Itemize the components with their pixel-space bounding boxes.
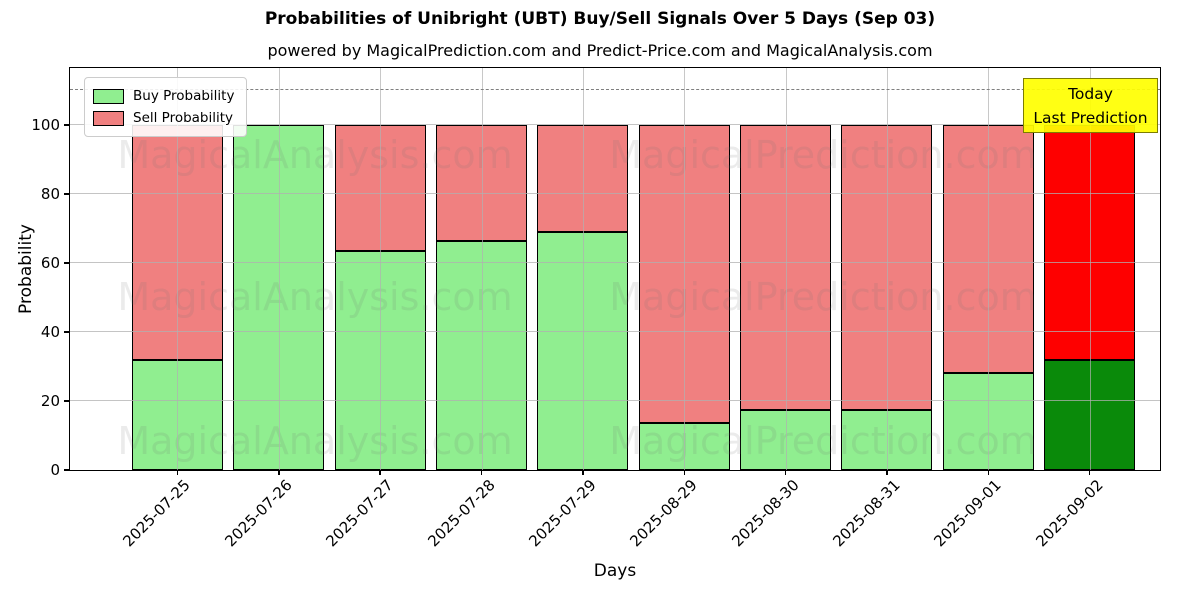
- watermark-magicalanalysis: MagicalAnalysis.com: [117, 419, 513, 463]
- x-gridline: [684, 68, 686, 470]
- reference-dashed-line: [70, 89, 1160, 91]
- x-tick-label: 2025-07-25: [120, 476, 268, 550]
- x-tick-label: 2025-07-26: [221, 476, 370, 550]
- y-tick-label: 0: [50, 461, 60, 479]
- x-tick-label: 2025-08-30: [728, 476, 877, 550]
- x-tick-mark: [683, 470, 685, 475]
- watermark-magicalanalysis: MagicalAnalysis.com: [117, 133, 513, 177]
- y-gridline: [70, 123, 1160, 125]
- x-gridline: [278, 68, 280, 470]
- x-tick-label: 2025-07-29: [525, 476, 674, 550]
- x-tick-label: 2025-08-31: [829, 476, 978, 550]
- y-tick-mark: [64, 124, 69, 126]
- x-tick-mark: [1088, 470, 1091, 475]
- legend-label-sell: Sell Probability: [133, 110, 234, 126]
- x-tick-label: 2025-09-02: [1032, 476, 1181, 550]
- x-gridline: [380, 68, 382, 470]
- x-gridline: [177, 68, 179, 470]
- y-gridline: [70, 261, 1160, 263]
- x-gridline: [481, 68, 483, 470]
- y-gridline: [70, 330, 1160, 332]
- y-tick-mark: [64, 262, 69, 264]
- x-tick-mark: [176, 470, 179, 475]
- x-tick-mark: [379, 470, 381, 475]
- legend-label-buy: Buy Probability: [133, 88, 235, 104]
- y-tick-mark: [64, 331, 69, 333]
- x-gridline: [886, 68, 888, 470]
- x-tick-mark: [886, 470, 888, 475]
- y-tick-label: 40: [40, 322, 60, 341]
- x-gridline: [785, 68, 787, 470]
- watermark-magicalanalysis: MagicalAnalysis.com: [117, 275, 513, 319]
- watermark-magicalprediction: MagicalPrediction.com: [609, 275, 1037, 319]
- x-tick-label: 2025-09-01: [931, 476, 1079, 550]
- legend-item-sell: Sell Probability: [93, 107, 234, 129]
- x-gridline: [1089, 68, 1091, 470]
- x-tick-label: 2025-08-29: [627, 476, 775, 550]
- today-annotation-line2: Last Prediction: [1033, 108, 1148, 127]
- chart-title: Probabilities of Unibright (UBT) Buy/Sel…: [264, 9, 936, 29]
- y-tick-mark: [64, 400, 69, 402]
- x-tick-label: 2025-07-27: [322, 476, 471, 550]
- y-tick-label: 100: [31, 115, 60, 134]
- x-tick-label-text: 2025-07-25: [119, 476, 195, 551]
- sell-swatch-icon: [93, 110, 124, 126]
- y-tick-mark: [64, 193, 69, 195]
- x-tick-mark: [987, 470, 990, 475]
- y-gridline: [70, 192, 1160, 194]
- x-tick-mark: [582, 470, 584, 475]
- x-tick-label: 2025-07-28: [424, 476, 573, 550]
- buy-swatch-icon: [93, 88, 124, 104]
- y-tick-mark: [64, 469, 69, 471]
- chart-legend: Buy Probability Sell Probability: [84, 77, 248, 137]
- y-tick-label: 20: [40, 391, 60, 410]
- x-tick-mark: [278, 470, 280, 475]
- legend-item-buy: Buy Probability: [93, 85, 234, 107]
- x-gridline: [582, 68, 584, 470]
- today-annotation-line1: Today: [1068, 84, 1113, 103]
- y-tick-label: 60: [40, 253, 60, 272]
- x-tick-mark: [480, 470, 483, 475]
- x-gridline: [988, 68, 990, 470]
- chart-subtitle: powered by MagicalPrediction.com and Pre…: [267, 41, 933, 60]
- x-tick-mark: [784, 470, 787, 475]
- x-axis-label: Days: [593, 561, 637, 581]
- watermark-magicalprediction: MagicalPrediction.com: [609, 133, 1037, 177]
- plot-area: Buy Probability Sell Probability Today L…: [69, 67, 1161, 471]
- watermark-magicalprediction: MagicalPrediction.com: [609, 419, 1037, 463]
- y-gridline: [70, 400, 1160, 401]
- y-tick-label: 80: [40, 184, 60, 203]
- today-annotation-box: Today Last Prediction: [1023, 78, 1158, 133]
